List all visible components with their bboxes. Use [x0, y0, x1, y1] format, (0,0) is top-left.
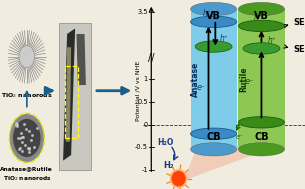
- Circle shape: [10, 115, 43, 161]
- Text: VB: VB: [206, 11, 221, 21]
- Circle shape: [172, 171, 185, 186]
- Text: 3.5: 3.5: [137, 9, 148, 15]
- Text: SED⁺: SED⁺: [293, 45, 305, 54]
- Text: CB: CB: [206, 132, 221, 142]
- Text: Potential /V vs NHE: Potential /V vs NHE: [135, 61, 140, 121]
- Text: //: //: [148, 53, 155, 63]
- Ellipse shape: [239, 20, 285, 32]
- Text: e⁻: e⁻: [235, 134, 243, 140]
- Text: h⁺: h⁺: [219, 34, 228, 43]
- Ellipse shape: [191, 143, 237, 156]
- Text: 0.5: 0.5: [137, 99, 148, 105]
- Text: e⁻: e⁻: [235, 123, 243, 129]
- Polygon shape: [63, 28, 75, 161]
- Bar: [65, 66, 78, 138]
- Ellipse shape: [191, 128, 237, 139]
- Text: Anatase@Rutile: Anatase@Rutile: [1, 166, 53, 171]
- Ellipse shape: [195, 41, 232, 52]
- Text: CB: CB: [254, 132, 269, 142]
- Polygon shape: [77, 34, 86, 85]
- Text: TiO$_2$ nanorods: TiO$_2$ nanorods: [2, 174, 51, 183]
- Ellipse shape: [191, 16, 237, 27]
- Text: Rutile: Rutile: [239, 66, 248, 92]
- Circle shape: [170, 170, 187, 188]
- Text: h⁺: h⁺: [202, 9, 211, 18]
- Polygon shape: [66, 47, 71, 142]
- Text: VB: VB: [254, 11, 269, 21]
- Ellipse shape: [239, 2, 285, 16]
- Text: -1: -1: [141, 167, 148, 173]
- Text: H₂O: H₂O: [157, 138, 173, 147]
- Text: TiO$_2$ nanorods: TiO$_2$ nanorods: [1, 91, 53, 100]
- Bar: [191, 9, 237, 149]
- Ellipse shape: [243, 43, 280, 54]
- Ellipse shape: [239, 143, 285, 156]
- Ellipse shape: [191, 2, 237, 16]
- Bar: [59, 23, 91, 170]
- Text: h⁺: h⁺: [253, 13, 263, 22]
- Text: H₂: H₂: [163, 161, 174, 170]
- Text: h⁺: h⁺: [267, 36, 276, 45]
- Text: e⁻: e⁻: [245, 77, 254, 86]
- Circle shape: [14, 119, 40, 156]
- Text: Anatase: Anatase: [191, 62, 200, 97]
- FancyArrowPatch shape: [172, 147, 178, 160]
- Text: 1: 1: [144, 76, 148, 82]
- Ellipse shape: [239, 117, 285, 128]
- Polygon shape: [184, 146, 278, 180]
- Circle shape: [19, 46, 35, 68]
- Text: 0: 0: [144, 122, 148, 128]
- Text: e⁻: e⁻: [197, 83, 206, 92]
- Text: SED: SED: [293, 18, 305, 27]
- Bar: [239, 9, 285, 149]
- Text: -0.5: -0.5: [135, 145, 148, 150]
